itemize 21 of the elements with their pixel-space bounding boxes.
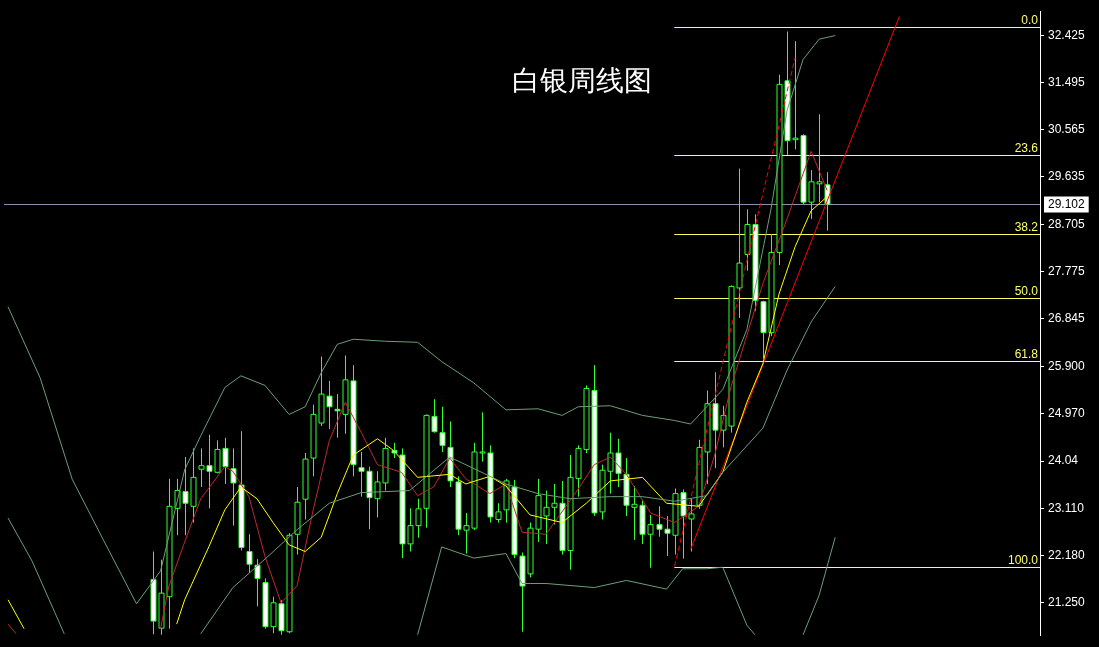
y-tick-label: 31.495 [1048,74,1086,89]
annotation: 23.6 [1014,140,1039,155]
y-tick-label: 30.565 [1048,122,1086,137]
annotation: 100.0 [1007,552,1039,567]
y-tick-label: 25.900 [1048,358,1086,373]
annotation: 38.2 [1014,219,1039,234]
y-tick-label: 24.970 [1048,406,1086,421]
y-tick-label: 21.250 [1048,595,1086,610]
y-tick-label: 29.635 [1048,169,1086,184]
text: 白银周线图 [512,63,652,99]
y-tick-label: 23.110 [1048,500,1085,515]
y-tick-label: 28.705 [1048,216,1086,231]
annotation: 50.0 [1014,283,1039,298]
ref-line-label: 29.102 [1048,196,1086,211]
y-tick-label: 32.425 [1048,27,1086,42]
y-tick-label: 24.04 [1048,453,1079,468]
y-tick-label: 22.180 [1048,547,1086,562]
annotation: 0.0 [1021,12,1039,27]
annotation: 61.8 [1014,346,1039,361]
y-tick-label: 27.775 [1048,263,1086,278]
y-tick-label: 26.845 [1048,310,1086,325]
